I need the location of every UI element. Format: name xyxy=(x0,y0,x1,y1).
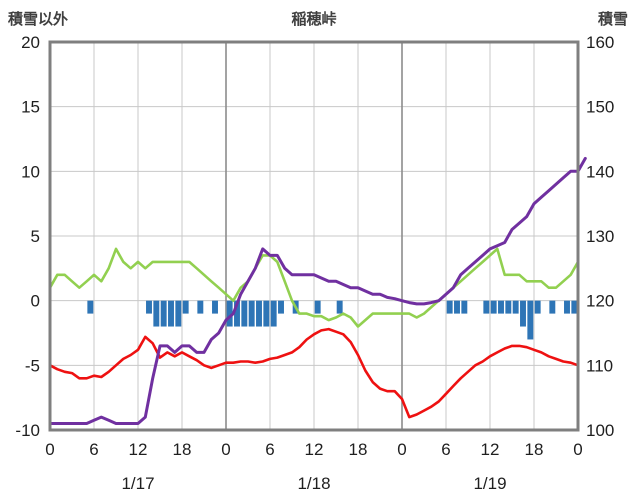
right-axis-tick-label: 140 xyxy=(586,162,614,181)
precipitation-bar xyxy=(197,300,204,314)
precipitation-bar xyxy=(512,300,519,314)
hour-tick-label: 0 xyxy=(397,440,406,459)
chart-title: 稲穂峠 xyxy=(291,10,336,28)
left-axis-tick-label: -5 xyxy=(25,356,40,375)
hour-tick-label: 12 xyxy=(481,440,500,459)
precipitation-bar xyxy=(168,300,174,327)
left-axis-tick-label: 20 xyxy=(21,33,40,52)
precipitation-bar xyxy=(153,300,160,327)
right-axis-tick-label: 130 xyxy=(586,227,614,246)
right-axis-tick-label: 150 xyxy=(586,98,614,117)
precipitation-bar xyxy=(248,300,255,327)
right-axis-tick-label: 110 xyxy=(586,356,613,375)
right-axis-tick-label: 120 xyxy=(586,292,614,311)
left-axis-tick-label: 15 xyxy=(21,98,40,117)
data-lines xyxy=(48,156,587,425)
precipitation-bar xyxy=(446,300,453,314)
precipitation-bar xyxy=(175,300,182,327)
precipitation-bar xyxy=(234,300,240,327)
date-label: 1/17 xyxy=(121,474,154,493)
precipitation-bar xyxy=(226,300,233,327)
precipitation-bar xyxy=(454,300,460,314)
hour-tick-label: 6 xyxy=(89,440,98,459)
right-axis-tick-label: 100 xyxy=(586,421,614,440)
left-axis-ticks: 20 15 10 5 0 -5 -10 xyxy=(15,33,40,440)
left-axis-tick-label: 10 xyxy=(21,162,40,181)
hour-tick-label: 18 xyxy=(173,440,192,459)
precipitation-bar xyxy=(564,300,570,314)
hour-tick-label: 0 xyxy=(45,440,54,459)
precipitation-bar xyxy=(278,300,284,314)
wind-line xyxy=(48,247,580,328)
hour-tick-label: 12 xyxy=(305,440,324,459)
hour-tick-label: 12 xyxy=(129,440,148,459)
plot-frame xyxy=(48,40,580,432)
precipitation-bar xyxy=(241,300,248,327)
right-axis-title: 積雪 xyxy=(597,10,628,28)
precipitation-bar xyxy=(571,300,578,314)
gridlines xyxy=(50,41,578,431)
precipitation-bar xyxy=(182,300,189,314)
precipitation-bar xyxy=(314,300,321,314)
precipitation-bar xyxy=(527,300,534,340)
x-axis-ticks: 0 6 12 18 0 6 12 18 0 6 12 18 0 xyxy=(45,440,582,459)
precipitation-bar xyxy=(498,300,504,314)
precipitation-bar xyxy=(483,300,490,314)
hour-tick-label: 6 xyxy=(265,440,274,459)
precipitation-bar xyxy=(270,300,277,327)
left-axis-title: 積雪以外 xyxy=(7,10,68,28)
hour-tick-label: 18 xyxy=(349,440,368,459)
precipitation-bar xyxy=(212,300,218,314)
left-axis-tick-label: 5 xyxy=(31,227,40,246)
hour-tick-label: 18 xyxy=(525,440,544,459)
left-axis-tick-label: -10 xyxy=(15,421,40,440)
precipitation-bar xyxy=(160,300,167,327)
precipitation-bar xyxy=(490,300,497,314)
precipitation-bar xyxy=(461,300,468,314)
precipitation-bar xyxy=(256,300,262,327)
hour-tick-label: 6 xyxy=(441,440,450,459)
precipitation-bar xyxy=(263,300,270,327)
right-axis-ticks: 160 150 140 130 120 110 100 xyxy=(586,33,614,440)
precipitation-bars xyxy=(87,300,578,340)
precipitation-bar xyxy=(146,300,152,314)
left-axis-tick-label: 0 xyxy=(31,292,40,311)
precipitation-bar xyxy=(534,300,541,314)
date-label: 1/19 xyxy=(473,474,506,493)
precipitation-bar xyxy=(505,300,512,314)
precipitation-bar xyxy=(520,300,526,327)
right-axis-tick-label: 160 xyxy=(586,33,614,52)
hour-tick-label: 0 xyxy=(221,440,230,459)
precipitation-bar xyxy=(336,300,343,314)
snow-depth-line xyxy=(48,156,587,425)
precipitation-bar xyxy=(549,300,556,314)
temperature-line xyxy=(48,327,580,419)
hour-tick-label: 0 xyxy=(573,440,582,459)
precipitation-bar xyxy=(87,300,94,314)
date-label: 1/18 xyxy=(297,474,330,493)
date-labels: 1/17 1/18 1/19 xyxy=(121,474,506,493)
